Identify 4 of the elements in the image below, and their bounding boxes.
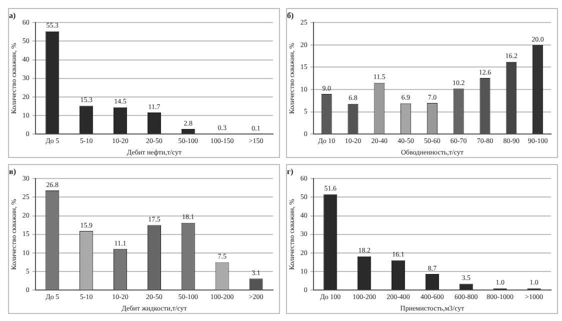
chart-title: а): [9, 10, 16, 20]
chart-title: г): [287, 166, 294, 176]
chart-title: б): [287, 10, 294, 20]
chart-title: в): [9, 166, 16, 176]
